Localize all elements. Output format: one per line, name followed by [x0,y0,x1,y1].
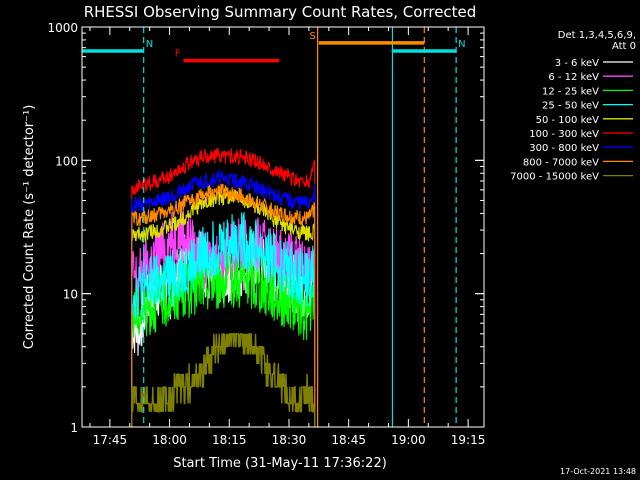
legend-header: Det 1,3,4,5,6,9, [558,30,636,41]
legend-entry-label: 800 - 7000 keV [523,157,599,168]
legend-header: Att 0 [612,41,636,52]
footer-timestamp: 17-Oct-2021 13:48 [560,467,636,476]
series-line [131,333,316,428]
y-axis-label: Corrected Count Rate (s⁻¹ detector⁻¹) [22,105,37,350]
series-line [131,250,316,428]
series-line [131,147,316,428]
legend-entry-label: 7000 - 15000 keV [510,172,599,183]
series-layer [131,147,316,428]
legend-entry-label: 25 - 50 keV [542,101,599,112]
y-tick-label: 10 [63,288,78,302]
chart-title: RHESSI Observing Summary Count Rates, Co… [84,3,477,21]
series-line [131,187,316,428]
legend-entry-label: 50 - 100 keV [536,115,600,126]
flag-label: S [309,31,315,42]
flag-layer: N N F S [82,27,466,427]
series-line [131,183,316,428]
legend-entry-label: 100 - 300 keV [529,129,599,140]
plot-frame [81,26,485,428]
legend-entry-label: 6 - 12 keV [548,72,599,83]
x-axis: 17:45 18:00 18:15 18:30 18:45 19:00 19:15 [89,27,486,447]
y-tick-label: 1 [70,421,78,435]
x-tick-label: 18:15 [212,433,247,447]
legend-entry-label: 12 - 25 keV [542,86,599,97]
flag-label: F [175,49,181,60]
flag-label: N [458,39,465,50]
x-tick-label: 18:45 [331,433,366,447]
legend: Det 1,3,4,5,6,9,Att 0 3 - 6 keV 6 - 12 keV… [510,30,636,183]
flag-label: N [146,39,153,50]
x-tick-label: 19:00 [391,433,426,447]
legend-entry-label: 300 - 800 keV [529,143,599,154]
y-axis: 1 10 100 1000 [47,21,484,435]
x-axis-label: Start Time (31-May-11 17:36:22) [173,456,387,471]
x-tick-label: 18:00 [152,433,187,447]
x-tick-label: 19:15 [451,433,486,447]
x-tick-label: 17:45 [93,433,128,447]
legend-entry-label: 3 - 6 keV [555,58,599,69]
x-tick-label: 18:30 [272,433,307,447]
y-tick-label: 100 [55,154,78,168]
series-line [131,168,316,428]
series-line [131,212,316,428]
y-tick-label: 1000 [47,21,78,35]
